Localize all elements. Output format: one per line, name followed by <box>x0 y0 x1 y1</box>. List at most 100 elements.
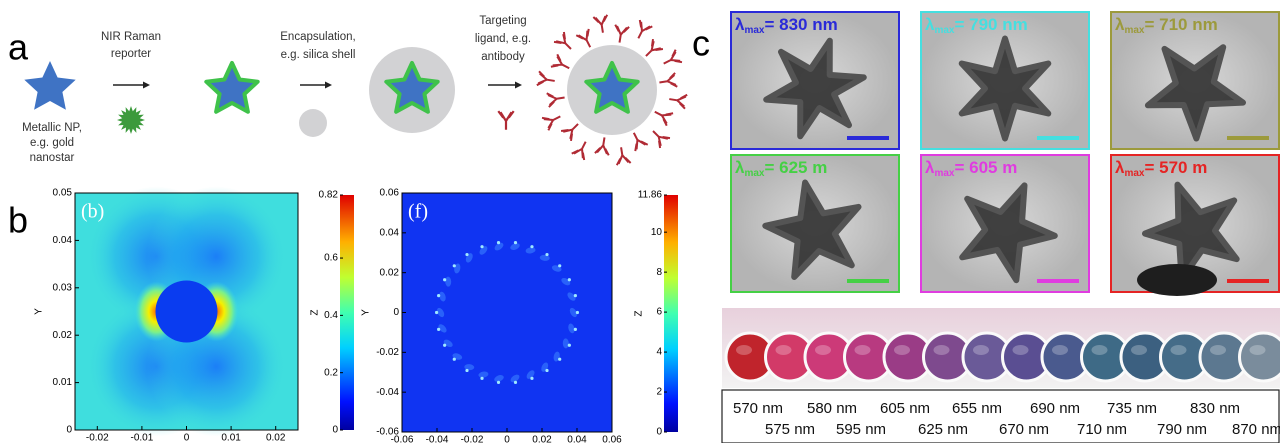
wavelength-label: 580 nm <box>807 400 857 417</box>
wavelength-label: 735 nm <box>1107 400 1157 417</box>
vial-glare <box>736 345 752 355</box>
particle <box>156 281 218 343</box>
field-hotspot <box>443 344 446 347</box>
antibody-shape <box>593 15 609 34</box>
field-hotspot <box>576 311 579 314</box>
caption-text: nanostar <box>30 152 75 164</box>
raman-reporter <box>117 106 145 134</box>
antibody-shape <box>551 54 573 74</box>
scale-bar <box>847 279 889 283</box>
field-hotspot <box>514 241 517 244</box>
antibody-shape <box>537 71 556 87</box>
field-hotspot <box>437 328 440 331</box>
antibody <box>632 20 652 42</box>
field-hotspot <box>480 377 483 380</box>
antibody-shape <box>547 91 566 107</box>
antibody-shape <box>652 106 674 126</box>
antibody <box>554 32 576 54</box>
colorbar-tick-label: 11.86 <box>638 190 663 201</box>
label-text: = 625 m <box>764 158 827 177</box>
x-tick-label: 0.01 <box>221 433 241 443</box>
y-tick-label: 0 <box>66 425 72 436</box>
antibody <box>576 29 596 51</box>
antibody-shape <box>632 20 652 42</box>
vial-glare <box>894 345 910 355</box>
arrow-head <box>325 82 332 89</box>
field-hotspot <box>530 245 533 248</box>
vial-glare <box>1013 345 1029 355</box>
field-hotspot <box>443 278 446 281</box>
colorbar-tick-label: 4 <box>656 347 662 358</box>
vial-glare <box>1210 345 1226 355</box>
antibody <box>547 91 566 107</box>
wavelength-label: 710 nm <box>1077 421 1127 438</box>
antibody <box>551 54 573 74</box>
antibody-shape <box>614 146 630 165</box>
plot-label: (b) <box>81 201 104 223</box>
antibody-shape <box>658 73 677 89</box>
caption-text: e.g. gold <box>30 137 74 149</box>
label-subscript: max <box>744 168 764 179</box>
y-axis-label: Y <box>361 309 372 316</box>
field-map <box>402 193 612 432</box>
colorbar-tick-label: 0 <box>656 427 662 438</box>
caption-text: ligand, e.g. <box>475 33 531 45</box>
wavelength-label: 605 nm <box>880 400 930 417</box>
vial-glare <box>1092 345 1108 355</box>
plot-label: (f) <box>408 201 428 223</box>
y-tick-label: 0.02 <box>380 267 400 278</box>
y-tick-label: 0.05 <box>53 188 73 199</box>
y-tick-label: 0.01 <box>53 377 73 388</box>
antibody-shape <box>648 126 670 148</box>
colorbar-tick-label: 10 <box>651 227 663 238</box>
vial-glare <box>815 345 831 355</box>
tem-nanostar <box>1137 264 1217 296</box>
field-hotspot <box>568 344 571 347</box>
antibody-shape <box>613 25 629 44</box>
y-tick-label: 0 <box>393 307 399 318</box>
y-tick-label: -0.02 <box>376 347 399 358</box>
antibody-shape <box>628 130 648 152</box>
y-tick-label: -0.04 <box>376 387 399 398</box>
caption-text: antibody <box>481 51 525 63</box>
label-subscript: max <box>744 25 764 36</box>
label-text: = 790 nm <box>954 15 1027 34</box>
antibody-shape <box>661 50 683 70</box>
scale-bar <box>1037 136 1079 140</box>
antibody <box>595 136 611 155</box>
x-tick-label: -0.02 <box>461 435 484 443</box>
scale-bar <box>1227 136 1269 140</box>
label-subscript: max <box>934 168 954 179</box>
field-hotspot <box>568 278 571 281</box>
antibody-shape <box>542 110 564 130</box>
colorbar-tick-label: 2 <box>656 387 662 398</box>
field-hotspot <box>497 241 500 244</box>
field-hotspot <box>435 311 438 314</box>
vial-glare <box>1250 345 1266 355</box>
y-tick-label: 0.04 <box>53 235 73 246</box>
colorbar-tick-label: 0 <box>332 425 338 436</box>
x-tick-label: 0.06 <box>602 435 622 443</box>
antibody <box>648 126 670 148</box>
y-tick-label: 0.03 <box>53 282 73 293</box>
colorbar <box>664 195 678 432</box>
antibody-shape <box>561 119 583 141</box>
figure: aMetallic NP,e.g. goldnanostarNIR Ramanr… <box>0 0 1280 443</box>
field-hotspot <box>514 381 517 384</box>
x-tick-label: 0.02 <box>532 435 552 443</box>
wavelength-label: 870 nm <box>1232 421 1280 438</box>
field-hotspot <box>574 328 577 331</box>
caption-text: reporter <box>111 48 151 60</box>
x-tick-label: -0.04 <box>426 435 449 443</box>
vial-glare <box>973 345 989 355</box>
wavelength-label: 570 nm <box>733 400 783 417</box>
wavelength-label: 830 nm <box>1190 400 1240 417</box>
field-hotspot <box>558 264 561 267</box>
arrow-head <box>515 82 522 89</box>
arrow-head <box>143 82 150 89</box>
field-hotspot <box>453 264 456 267</box>
x-tick-label: 0.02 <box>266 433 286 443</box>
colorbar <box>340 195 354 430</box>
vial-glare <box>934 345 950 355</box>
wavelength-label: 595 nm <box>836 421 886 438</box>
